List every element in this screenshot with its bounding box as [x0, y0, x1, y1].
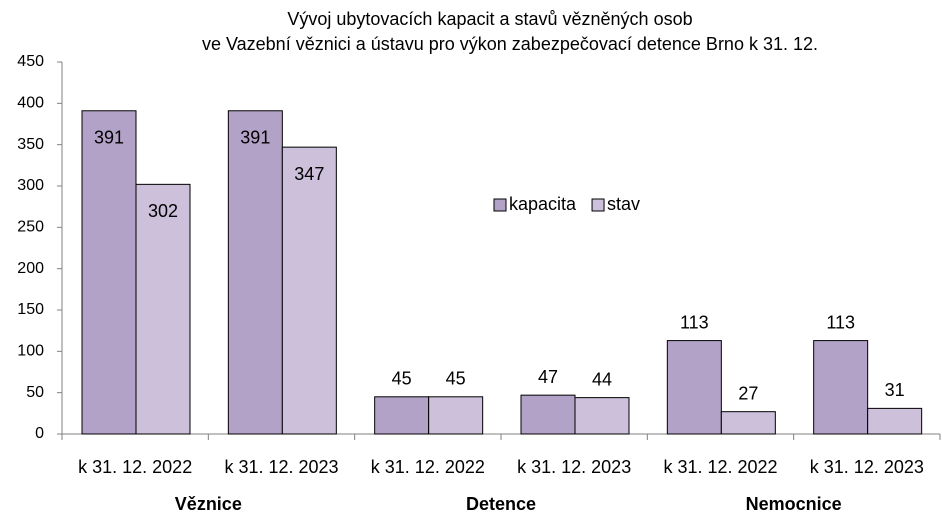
bar	[81, 110, 137, 435]
data-label: 302	[148, 201, 178, 221]
legend-label: stav	[607, 194, 640, 214]
x-tick-label: k 31. 12. 2023	[517, 457, 631, 477]
bar	[428, 396, 484, 435]
y-tick-label: 400	[17, 95, 44, 112]
data-label: 45	[392, 369, 412, 389]
x-tick-label: k 31. 12. 2023	[810, 457, 924, 477]
data-label: 31	[885, 380, 905, 400]
y-tick-label: 350	[17, 136, 44, 153]
bar	[720, 411, 776, 435]
y-tick-label: 150	[17, 301, 44, 318]
bar	[813, 340, 869, 435]
chart-title: ve Vazební věznici a ústavu pro výkon za…	[202, 34, 818, 54]
legend-label: kapacita	[509, 194, 577, 214]
x-tick-label: k 31. 12. 2022	[78, 457, 192, 477]
legend-swatch	[493, 198, 507, 212]
x-tick-label: k 31. 12. 2023	[224, 457, 338, 477]
bar	[135, 183, 191, 435]
data-label: 45	[446, 369, 466, 389]
group-label: Nemocnice	[746, 494, 842, 514]
data-label: 44	[592, 369, 612, 389]
legend-swatch	[591, 198, 605, 212]
x-tick-label: k 31. 12. 2022	[371, 457, 485, 477]
bar	[281, 146, 337, 435]
bar	[574, 397, 630, 435]
data-label: 347	[294, 164, 324, 184]
bar	[520, 394, 576, 435]
group-label: Detence	[466, 494, 536, 514]
data-label: 391	[240, 128, 270, 148]
x-tick-label: k 31. 12. 2022	[663, 457, 777, 477]
y-tick-label: 300	[17, 177, 44, 194]
data-label: 391	[94, 128, 124, 148]
bar	[374, 396, 430, 435]
data-label: 47	[538, 367, 558, 387]
chart-title: Vývoj ubytovacích kapacit a stavů vězněn…	[287, 9, 692, 29]
y-tick-label: 200	[17, 260, 44, 277]
data-label: 113	[826, 312, 855, 332]
bar	[867, 407, 923, 435]
data-label: 27	[738, 383, 758, 403]
bar	[666, 340, 722, 435]
group-label: Věznice	[175, 494, 242, 514]
y-tick-label: 450	[17, 53, 44, 70]
data-label: 113	[680, 312, 709, 332]
bar	[227, 110, 283, 435]
y-tick-label: 0	[35, 425, 44, 442]
y-tick-label: 100	[17, 343, 44, 360]
y-tick-label: 50	[26, 384, 44, 401]
y-tick-label: 250	[17, 219, 44, 236]
